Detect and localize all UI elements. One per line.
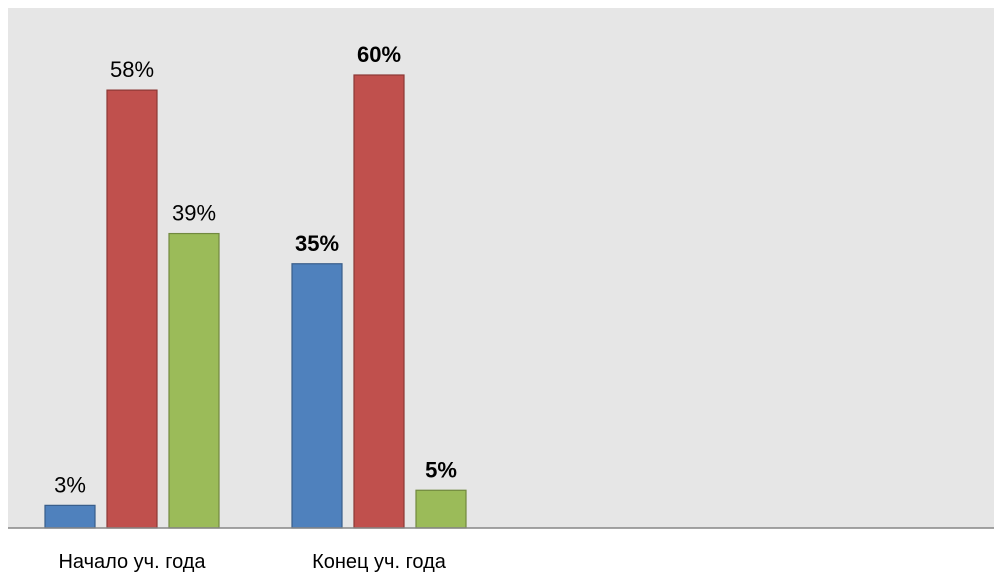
data-label-1-1: 60% <box>357 42 401 67</box>
bar-0-1 <box>106 89 158 529</box>
bar-0-0 <box>44 504 96 529</box>
data-label-0-2: 39% <box>172 201 216 226</box>
category-label-1: Конец уч. года <box>312 551 447 573</box>
bar-1-2 <box>415 489 467 529</box>
bar-1-0 <box>291 263 343 529</box>
bar-0-2 <box>168 232 220 529</box>
bar-1-1 <box>353 74 405 529</box>
category-label-0: Начало уч. года <box>58 551 206 573</box>
data-label-1-2: 5% <box>425 457 457 482</box>
data-labels-group: 3% 58% 39% 35% 60% 5% <box>54 42 457 497</box>
data-label-0-0: 3% <box>54 472 86 497</box>
data-label-1-0: 35% <box>295 231 339 256</box>
category-labels-group: Начало уч. года Конец уч. года <box>58 551 446 573</box>
data-label-0-1: 58% <box>110 57 154 82</box>
bars-group <box>44 74 467 529</box>
